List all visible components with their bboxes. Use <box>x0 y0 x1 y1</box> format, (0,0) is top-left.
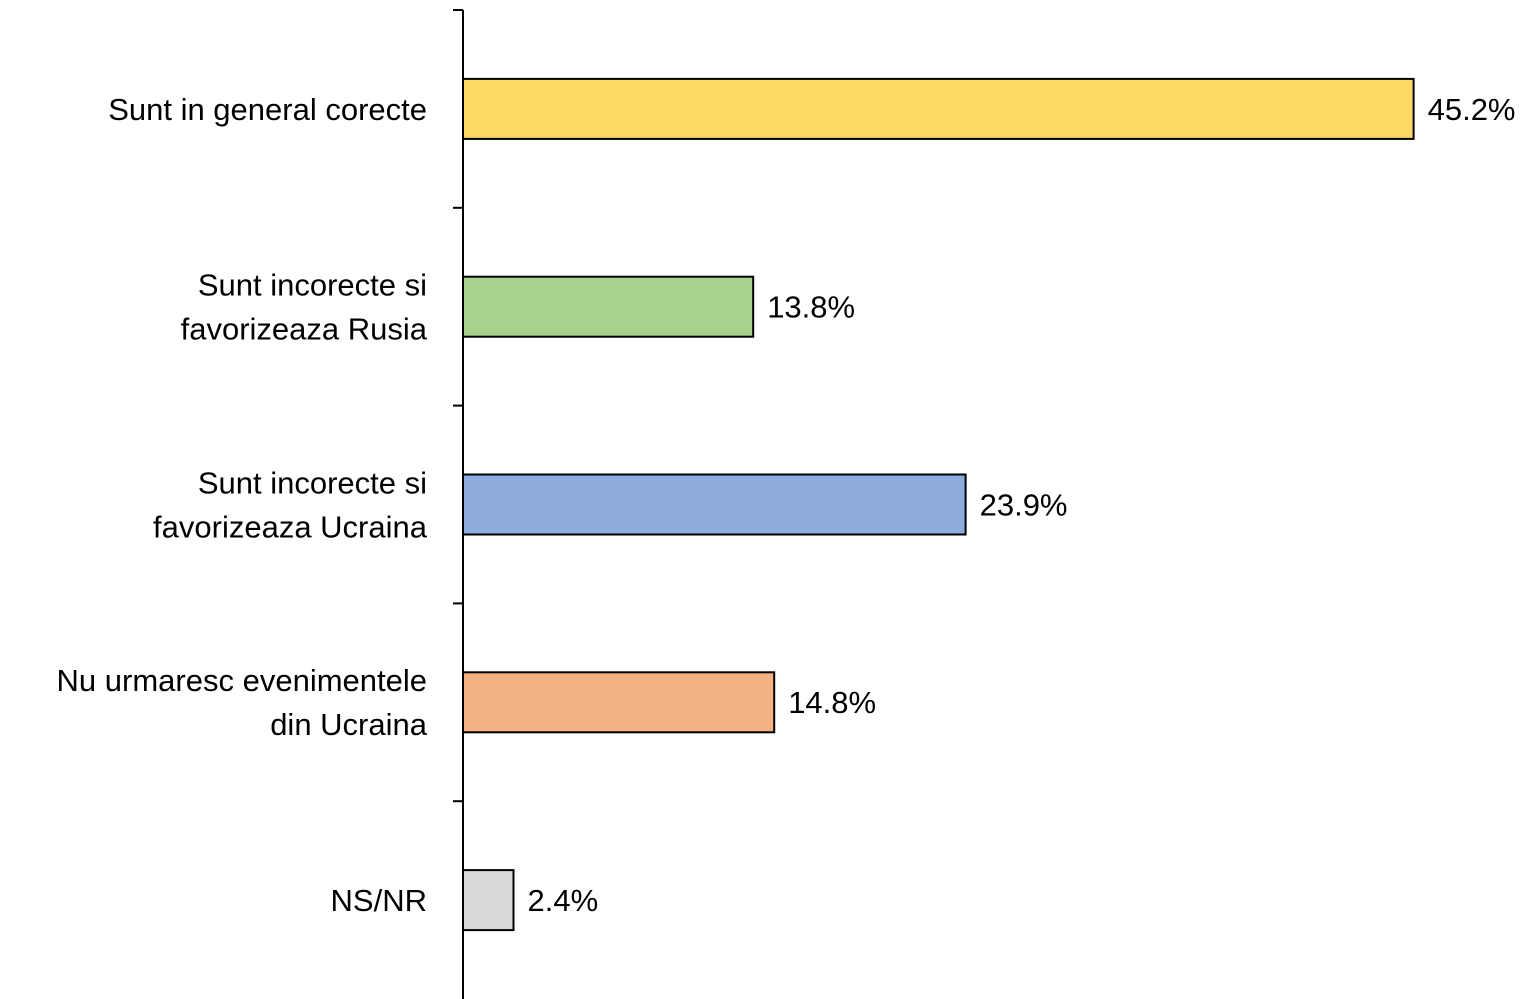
bar-4 <box>462 671 776 734</box>
value-label-4: 14.8% <box>788 685 876 720</box>
value-label-5: 2.4% <box>528 883 599 918</box>
category-label-line: NS/NR <box>331 883 427 918</box>
category-label-line: Sunt incorecte si <box>198 268 427 303</box>
category-label-line: favorizeaza Rusia <box>181 312 428 347</box>
category-label-2: Sunt incorecte si favorizeaza Rusia <box>181 268 428 347</box>
category-label-line: favorizeaza Ucraina <box>153 509 428 544</box>
value-label-2: 13.8% <box>767 290 855 325</box>
category-label-line: Nu urmaresc evenimentele <box>57 663 427 698</box>
labels-layer: 45.2% Sunt in general corecte 13.8% Sunt in… <box>57 92 1516 918</box>
value-label-1: 45.2% <box>1428 92 1516 127</box>
bar-3 <box>462 473 967 536</box>
bar-2 <box>462 275 755 338</box>
value-label-3: 23.9% <box>980 487 1068 522</box>
bar-5 <box>462 869 515 932</box>
category-label-line: Sunt in general corecte <box>108 92 427 127</box>
bars-layer <box>462 77 1415 932</box>
category-label-4: Nu urmaresc evenimentele din Ucraina <box>57 663 428 742</box>
bar-1 <box>462 77 1415 140</box>
category-label-line: Sunt incorecte si <box>198 465 427 500</box>
category-label-5: NS/NR <box>331 883 427 918</box>
category-label-1: Sunt in general corecte <box>108 92 427 127</box>
category-label-3: Sunt incorecte si favorizeaza Ucraina <box>153 465 428 544</box>
category-axis <box>453 9 464 999</box>
category-label-line: din Ucraina <box>270 707 428 742</box>
